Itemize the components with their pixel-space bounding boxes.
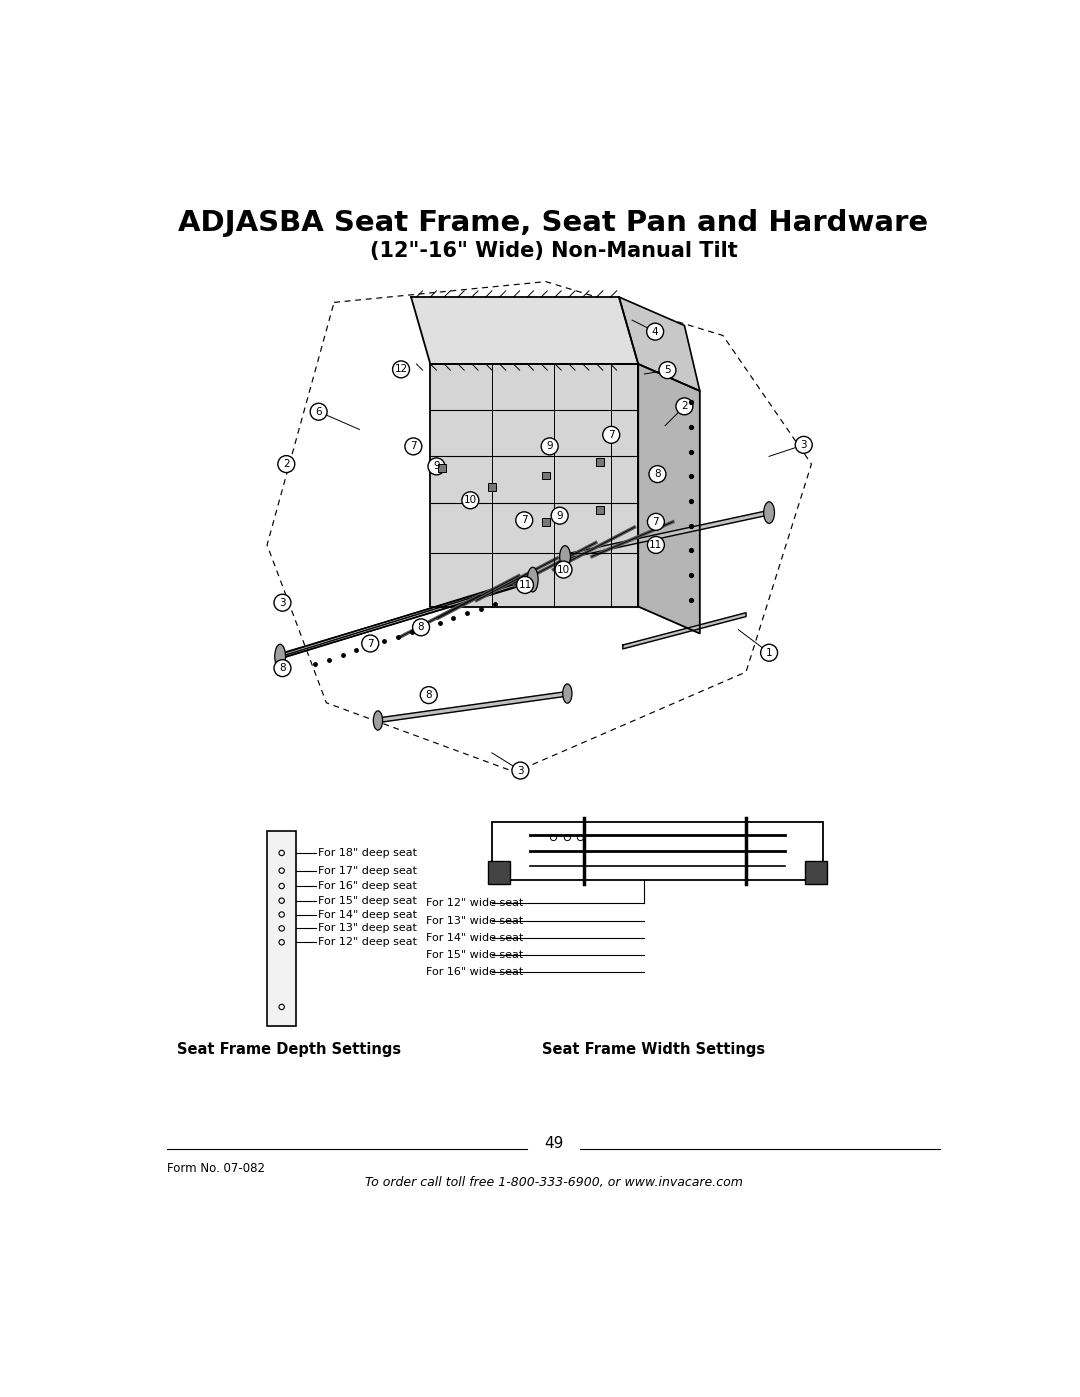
Ellipse shape bbox=[274, 644, 285, 669]
Ellipse shape bbox=[559, 546, 570, 567]
Circle shape bbox=[420, 686, 437, 704]
Text: 9: 9 bbox=[556, 511, 563, 521]
Text: For 14" deep seat: For 14" deep seat bbox=[318, 909, 417, 919]
Polygon shape bbox=[377, 692, 569, 722]
Text: For 15" deep seat: For 15" deep seat bbox=[318, 895, 417, 905]
Ellipse shape bbox=[563, 685, 572, 703]
Text: 6: 6 bbox=[315, 407, 322, 416]
Text: 5: 5 bbox=[664, 365, 671, 376]
Text: 7: 7 bbox=[608, 430, 615, 440]
Circle shape bbox=[413, 619, 430, 636]
Text: Seat Frame Depth Settings: Seat Frame Depth Settings bbox=[177, 1042, 402, 1056]
Text: 9: 9 bbox=[546, 441, 553, 451]
Circle shape bbox=[428, 458, 445, 475]
Text: 7: 7 bbox=[652, 517, 659, 527]
Text: For 16" wide seat: For 16" wide seat bbox=[427, 967, 524, 978]
Circle shape bbox=[516, 511, 532, 529]
Text: 8: 8 bbox=[279, 664, 286, 673]
Text: 10: 10 bbox=[557, 564, 570, 574]
Text: For 15" wide seat: For 15" wide seat bbox=[427, 950, 524, 960]
Polygon shape bbox=[430, 365, 638, 606]
Bar bbox=[542, 518, 550, 525]
Text: 2: 2 bbox=[283, 460, 289, 469]
Circle shape bbox=[647, 513, 664, 531]
Text: For 13" deep seat: For 13" deep seat bbox=[318, 923, 417, 933]
Ellipse shape bbox=[527, 567, 538, 592]
Ellipse shape bbox=[374, 711, 382, 731]
Circle shape bbox=[649, 465, 666, 482]
Text: 8: 8 bbox=[426, 690, 432, 700]
Text: 9: 9 bbox=[433, 461, 440, 471]
Text: 7: 7 bbox=[521, 515, 527, 525]
Circle shape bbox=[362, 636, 379, 652]
Text: 3: 3 bbox=[517, 766, 524, 775]
Circle shape bbox=[659, 362, 676, 379]
Text: 7: 7 bbox=[410, 441, 417, 451]
Text: 3: 3 bbox=[279, 598, 286, 608]
Circle shape bbox=[603, 426, 620, 443]
Text: For 14" wide seat: For 14" wide seat bbox=[427, 933, 524, 943]
Bar bbox=[491, 823, 823, 880]
Circle shape bbox=[274, 659, 291, 676]
Bar bbox=[806, 861, 827, 884]
Text: For 12" wide seat: For 12" wide seat bbox=[427, 898, 524, 908]
Circle shape bbox=[647, 536, 664, 553]
Text: 8: 8 bbox=[654, 469, 661, 479]
Text: To order call toll free 1-800-333-6900, or www.invacare.com: To order call toll free 1-800-333-6900, … bbox=[365, 1176, 742, 1189]
Polygon shape bbox=[565, 510, 769, 559]
Bar bbox=[596, 507, 604, 514]
Circle shape bbox=[462, 492, 478, 509]
Text: Form No. 07-082: Form No. 07-082 bbox=[167, 1162, 265, 1175]
Circle shape bbox=[392, 360, 409, 377]
Circle shape bbox=[405, 437, 422, 455]
Text: 8: 8 bbox=[418, 622, 424, 633]
Polygon shape bbox=[638, 365, 700, 633]
Text: For 12" deep seat: For 12" deep seat bbox=[318, 937, 417, 947]
Circle shape bbox=[760, 644, 778, 661]
Text: 3: 3 bbox=[800, 440, 807, 450]
Text: 11: 11 bbox=[518, 580, 531, 590]
Bar bbox=[488, 861, 510, 884]
Text: ADJASBA Seat Frame, Seat Pan and Hardware: ADJASBA Seat Frame, Seat Pan and Hardwar… bbox=[178, 210, 929, 237]
Text: 11: 11 bbox=[649, 539, 662, 550]
Circle shape bbox=[512, 763, 529, 780]
Text: 12: 12 bbox=[394, 365, 407, 374]
Circle shape bbox=[647, 323, 663, 339]
Text: 4: 4 bbox=[652, 327, 659, 337]
Polygon shape bbox=[278, 577, 535, 659]
Circle shape bbox=[551, 507, 568, 524]
Circle shape bbox=[676, 398, 693, 415]
Bar bbox=[438, 464, 446, 472]
Circle shape bbox=[795, 436, 812, 453]
Polygon shape bbox=[411, 298, 638, 365]
Polygon shape bbox=[623, 613, 746, 648]
Circle shape bbox=[541, 437, 558, 455]
Polygon shape bbox=[619, 298, 700, 391]
Circle shape bbox=[310, 404, 327, 420]
Text: Seat Frame Width Settings: Seat Frame Width Settings bbox=[542, 1042, 765, 1056]
Text: (12"-16" Wide) Non-Manual Tilt: (12"-16" Wide) Non-Manual Tilt bbox=[369, 240, 738, 261]
Text: 7: 7 bbox=[367, 638, 374, 648]
Bar bbox=[596, 458, 604, 465]
Text: 1: 1 bbox=[766, 648, 772, 658]
Bar bbox=[542, 472, 550, 479]
Text: For 13" wide seat: For 13" wide seat bbox=[427, 915, 524, 926]
Circle shape bbox=[278, 455, 295, 472]
Text: For 17" deep seat: For 17" deep seat bbox=[318, 866, 417, 876]
Text: 10: 10 bbox=[463, 496, 477, 506]
Bar bbox=[488, 483, 496, 490]
Circle shape bbox=[516, 577, 534, 594]
Circle shape bbox=[555, 562, 572, 578]
Bar bbox=[267, 831, 296, 1027]
Circle shape bbox=[274, 594, 291, 610]
Text: 49: 49 bbox=[544, 1137, 563, 1151]
Text: For 18" deep seat: For 18" deep seat bbox=[318, 848, 417, 858]
Text: For 16" deep seat: For 16" deep seat bbox=[318, 882, 417, 891]
Text: 2: 2 bbox=[681, 401, 688, 411]
Ellipse shape bbox=[764, 502, 774, 524]
